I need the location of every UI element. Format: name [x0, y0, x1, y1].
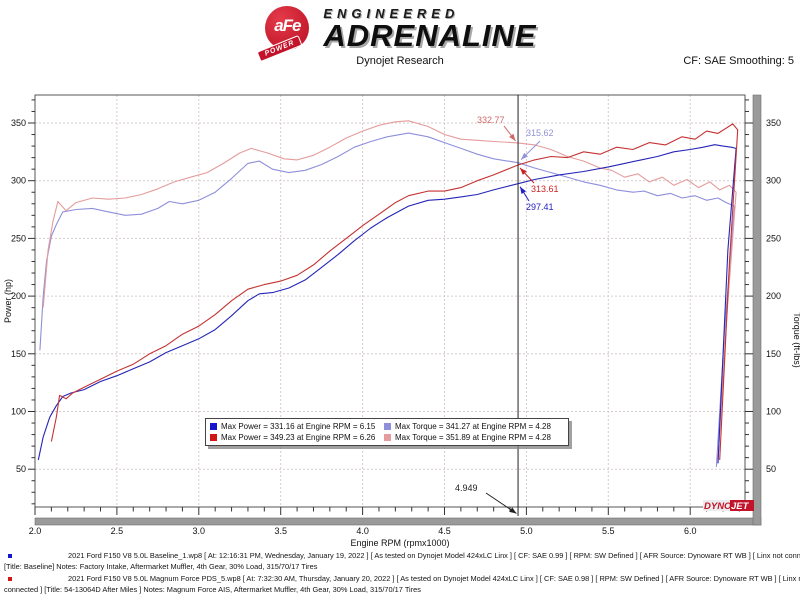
dyno-chart: 2.0 2.5 3.0 3.5 4.0 4.5 5.0 5.5 6.0 50 50 100 100 150… — [3, 94, 800, 548]
legend-swatch-baseline-power — [210, 423, 217, 430]
brand-line-engineered: ENGINEERED — [323, 6, 460, 21]
title-row: Dynojet Research CF: SAE Smoothing: 5 — [0, 55, 800, 73]
x-tick-label: 6.0 — [684, 526, 697, 536]
y-tick-label-right: 250 — [766, 233, 781, 243]
y-tick-label-left: 150 — [11, 349, 26, 359]
grid-lines — [35, 95, 745, 507]
legend-box: Max Power = 331.16 at Engine RPM = 6.15 … — [205, 418, 569, 446]
legend-item-baseline-power: Max Power = 331.16 at Engine RPM = 6.15 — [210, 421, 384, 432]
y-tick-label-right: 150 — [766, 349, 781, 359]
x-tick-label: 3.0 — [193, 526, 206, 536]
brand-line-adrenaline: ADRENALINE — [323, 18, 537, 53]
dynojet-logo-red-bg — [730, 500, 754, 511]
cursor-value-label: 297.41 — [526, 202, 554, 212]
x-axis-title: Engine RPM (rpmx1000) — [350, 538, 449, 548]
y-tick-label-left: 50 — [16, 464, 26, 474]
annotation-arrowhead — [509, 133, 516, 141]
curve-baseline-power — [37, 144, 737, 464]
y-tick-label-right: 200 — [766, 291, 781, 301]
run-descriptions: 2021 Ford F150 V8 5.0L Baseline_1.wp8 [ … — [0, 551, 800, 597]
axis-ticks: 2.0 2.5 3.0 3.5 4.0 4.5 5.0 5.5 6.0 50 50 100 100 150… — [11, 99, 781, 536]
annotation-arrowhead — [520, 167, 527, 175]
run-baseline: 2021 Ford F150 V8 5.0L Baseline_1.wp8 [ … — [0, 551, 800, 572]
smoothing-setting: CF: SAE Smoothing: 5 — [683, 55, 794, 67]
dynojet-logo-jet: JET — [731, 501, 750, 512]
x-tick-label: 5.0 — [520, 526, 533, 536]
x-tick-label: 4.0 — [356, 526, 369, 536]
run-baseline-line1: 2021 Ford F150 V8 5.0L Baseline_1.wp8 [ … — [68, 551, 800, 560]
legend-item-baseline-torque: Max Torque = 341.27 at Engine RPM = 4.28 — [384, 421, 560, 432]
legend-swatch-baseline-torque — [384, 423, 391, 430]
curve-magnum-force-power — [50, 123, 739, 461]
x-tick-label: 3.5 — [274, 526, 287, 536]
y-tick-label-left: 350 — [11, 118, 26, 128]
legend-item-magnum-torque: Max Torque = 351.89 at Engine RPM = 4.28 — [384, 432, 560, 443]
brand-text: ENGINEERED ADRENALINE — [323, 4, 537, 53]
legend-label: Max Torque = 351.89 at Engine RPM = 4.28 — [395, 433, 551, 442]
plot-border — [34, 94, 746, 508]
cursor-value-label: 332.77 — [477, 115, 505, 125]
x-tick-label: 5.5 — [602, 526, 615, 536]
chart-title: Dynojet Research — [356, 55, 444, 67]
legend-swatch-magnum-power — [210, 434, 217, 441]
dynojet-logo-dyno: DYNO — [704, 501, 732, 512]
annotation-arrowhead — [520, 186, 527, 195]
cursor-rpm-label: 4.949 — [455, 483, 478, 493]
right-axis-title: Torque (ft-lbs) — [792, 312, 800, 368]
x-tick-label: 2.5 — [111, 526, 124, 536]
x-tick-label: 2.0 — [29, 526, 42, 536]
legend-label: Max Power = 331.16 at Engine RPM = 6.15 — [221, 422, 376, 431]
y-tick-label-left: 100 — [11, 407, 26, 417]
brand-header: aFe POWER ENGINEERED ADRENALINE — [0, 4, 800, 63]
y-tick-label-right: 350 — [766, 118, 781, 128]
cursor-value-label: 315.62 — [526, 128, 554, 138]
legend-swatch-magnum-torque — [384, 434, 391, 441]
afe-logo-text: aFe — [274, 16, 301, 35]
left-axis-title: Power (hp) — [3, 279, 13, 323]
run-magnum-line2: connected ] [Title: 54-13064D After Mile… — [4, 584, 421, 594]
legend-item-magnum-power: Max Power = 349.23 at Engine RPM = 6.26 — [210, 432, 384, 443]
y-axis-bar — [752, 94, 762, 526]
dynojet-logo-bg — [703, 500, 730, 511]
run-magnum-bullet — [8, 577, 12, 581]
legend-label: Max Torque = 341.27 at Engine RPM = 4.28 — [395, 422, 551, 431]
x-tick-label: 4.5 — [438, 526, 451, 536]
annotation-arrowhead — [521, 152, 528, 160]
run-baseline-line2: [Title: Baseline] Notes: Factory Intake,… — [4, 561, 318, 571]
y-tick-label-left: 300 — [11, 176, 26, 186]
run-baseline-bullet — [8, 554, 12, 558]
cursor-value-label: 313.61 — [531, 184, 559, 194]
curve-baseline-torque — [39, 132, 735, 467]
curve-magnum-force-torque — [42, 120, 737, 461]
run-magnum-force: 2021 Ford F150 V8 5.0L Magnum Force PDS_… — [0, 574, 800, 595]
dyno-curves — [37, 120, 739, 467]
cursor-annotations: 332.77 315.62 313.61 297.41 4.949 — [455, 115, 559, 514]
plot-frame — [34, 94, 746, 508]
dynojet-watermark: DYNO JET — [703, 500, 754, 512]
y-tick-label-right: 300 — [766, 176, 781, 186]
axis-3d-bars — [34, 94, 762, 526]
annotation-arrowhead — [509, 507, 517, 514]
y-tick-label-left: 250 — [11, 233, 26, 243]
y-tick-label-left: 200 — [11, 291, 26, 301]
x-axis-bar — [34, 517, 762, 526]
afe-power-logo: aFe POWER — [256, 4, 315, 63]
legend-label: Max Power = 349.23 at Engine RPM = 6.26 — [221, 433, 376, 442]
y-tick-label-right: 100 — [766, 407, 781, 417]
y-tick-label-right: 50 — [766, 464, 776, 474]
run-magnum-line1: 2021 Ford F150 V8 5.0L Magnum Force PDS_… — [68, 574, 800, 583]
